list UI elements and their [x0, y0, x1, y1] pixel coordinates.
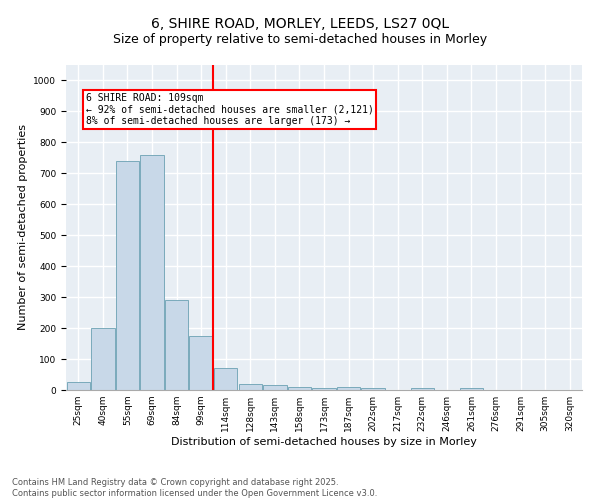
Bar — [361, 388, 385, 390]
Bar — [214, 368, 238, 390]
Text: 6, SHIRE ROAD, MORLEY, LEEDS, LS27 0QL: 6, SHIRE ROAD, MORLEY, LEEDS, LS27 0QL — [151, 18, 449, 32]
Bar — [263, 386, 287, 390]
Bar — [239, 384, 262, 390]
X-axis label: Distribution of semi-detached houses by size in Morley: Distribution of semi-detached houses by … — [171, 437, 477, 447]
Bar — [140, 155, 164, 390]
Bar — [460, 388, 483, 390]
Bar — [67, 382, 90, 390]
Bar — [288, 387, 311, 390]
Bar — [313, 388, 335, 390]
Text: Contains HM Land Registry data © Crown copyright and database right 2025.
Contai: Contains HM Land Registry data © Crown c… — [12, 478, 377, 498]
Text: 6 SHIRE ROAD: 109sqm
← 92% of semi-detached houses are smaller (2,121)
8% of sem: 6 SHIRE ROAD: 109sqm ← 92% of semi-detac… — [86, 93, 374, 126]
Bar — [165, 300, 188, 390]
Bar — [190, 336, 213, 390]
Bar — [116, 161, 139, 390]
Bar — [410, 388, 434, 390]
Y-axis label: Number of semi-detached properties: Number of semi-detached properties — [18, 124, 28, 330]
Text: Size of property relative to semi-detached houses in Morley: Size of property relative to semi-detach… — [113, 32, 487, 46]
Bar — [91, 328, 115, 390]
Bar — [337, 387, 360, 390]
